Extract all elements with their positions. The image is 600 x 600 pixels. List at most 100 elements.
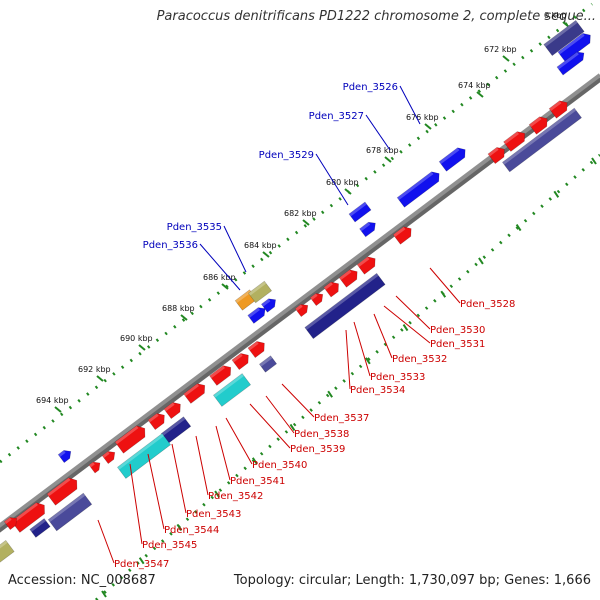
forward-cds-arrow-body[interactable] [183, 381, 209, 404]
gene-label[interactable]: Pden_3534 [350, 385, 405, 396]
forward-cds-arrow-body[interactable] [338, 267, 361, 288]
gene-label[interactable]: Pden_3538 [294, 429, 349, 440]
gene-label[interactable]: Pden_3545 [142, 540, 197, 551]
forward-cds-arrow-body[interactable] [309, 290, 326, 307]
blast-hit-block-body[interactable] [29, 518, 51, 538]
forward-cds-arrow-body[interactable] [528, 114, 551, 135]
forward-cds-arrow[interactable] [528, 114, 551, 135]
forward-cds-arrow[interactable] [183, 381, 209, 404]
forward-cds-arrow[interactable] [294, 301, 311, 318]
blast-hit-block[interactable] [304, 272, 386, 340]
forward-cds-arrow-body[interactable] [147, 410, 168, 431]
cyan-feature-block-body[interactable] [212, 373, 252, 407]
gene-label[interactable]: Pden_3526 [343, 82, 398, 93]
forward-cds-arrow-body[interactable] [231, 350, 252, 371]
forward-cds-arrow[interactable] [10, 500, 48, 533]
forward-cds-arrow[interactable] [163, 399, 184, 420]
olive-feature-block[interactable] [0, 539, 15, 565]
gene-label[interactable]: Pden_3528 [460, 299, 515, 310]
olive-feature-block[interactable] [247, 280, 273, 304]
gene-label[interactable]: Pden_3542 [208, 491, 263, 502]
olive-feature-block-body[interactable] [0, 539, 15, 565]
reverse-cds-arrow-body[interactable] [557, 30, 594, 63]
gene-label[interactable]: Pden_3530 [430, 325, 485, 336]
reverse-blast-block[interactable] [543, 19, 585, 57]
gene-label[interactable]: Pden_3532 [392, 354, 447, 365]
forward-cds-arrow-body[interactable] [392, 224, 415, 245]
reverse-cds-arrow-body[interactable] [247, 305, 268, 324]
blast-hit-block[interactable] [502, 107, 582, 173]
forward-cds-arrow[interactable] [487, 144, 508, 165]
forward-cds-arrow[interactable] [338, 267, 361, 288]
forward-cds-arrow[interactable] [88, 459, 103, 474]
gene-label[interactable]: Pden_3547 [114, 559, 169, 570]
forward-cds-arrow[interactable] [323, 279, 342, 298]
reverse-cds-arrow-body[interactable] [57, 447, 74, 464]
reverse-cds-arrow[interactable] [438, 145, 469, 172]
forward-cds-arrow[interactable] [247, 338, 268, 359]
forward-cds-arrow-body[interactable] [247, 338, 268, 359]
olive-feature-block-body[interactable] [247, 280, 273, 304]
blast-hit-block[interactable] [258, 355, 278, 373]
reverse-cds-arrow-body[interactable] [260, 296, 278, 313]
feature-layer[interactable] [0, 19, 594, 565]
reverse-cds-arrow-body[interactable] [556, 49, 587, 76]
blast-hit-block-body[interactable] [304, 272, 386, 340]
forward-cds-arrow-body[interactable] [294, 301, 311, 318]
forward-cds-arrow-body[interactable] [503, 129, 529, 152]
reverse-cds-arrow[interactable] [396, 169, 443, 208]
reverse-cds-arrow-body[interactable] [438, 145, 469, 172]
gene-label[interactable]: Pden_3529 [259, 150, 314, 161]
forward-cds-arrow-body[interactable] [46, 475, 81, 506]
forward-cds-arrow[interactable] [114, 423, 149, 454]
cyan-feature-block[interactable] [212, 373, 252, 407]
forward-cds-arrow[interactable] [3, 514, 20, 531]
gene-label[interactable]: Pden_3540 [252, 460, 307, 471]
forward-cds-arrow-body[interactable] [163, 399, 184, 420]
gene-label[interactable]: Pden_3531 [430, 339, 485, 350]
forward-cds-arrow[interactable] [209, 363, 235, 386]
forward-cds-arrow[interactable] [101, 448, 118, 465]
blast-hit-block-body[interactable] [258, 355, 278, 373]
gene-label[interactable]: Pden_3544 [164, 525, 219, 536]
forward-cds-arrow[interactable] [392, 224, 415, 245]
forward-cds-arrow-body[interactable] [356, 254, 379, 275]
forward-cds-arrow[interactable] [548, 98, 571, 119]
forward-cds-arrow[interactable] [356, 254, 379, 275]
reverse-cds-arrow-body[interactable] [348, 201, 372, 223]
reverse-cds-arrow-body[interactable] [359, 219, 379, 238]
gene-label[interactable]: Pden_3537 [314, 413, 369, 424]
forward-cds-arrow[interactable] [503, 129, 529, 152]
reverse-cds-arrow[interactable] [57, 447, 74, 464]
gene-label[interactable]: Pden_3541 [230, 476, 285, 487]
forward-cds-arrow-body[interactable] [548, 98, 571, 119]
forward-cds-arrow[interactable] [309, 290, 326, 307]
gene-label[interactable]: Pden_3527 [309, 111, 364, 122]
forward-cds-arrow-body[interactable] [114, 423, 149, 454]
gene-label[interactable]: Pden_3536 [143, 240, 198, 251]
reverse-cds-arrow[interactable] [260, 296, 278, 313]
reverse-cds-arrow[interactable] [348, 201, 372, 223]
reverse-cds-arrow[interactable] [556, 49, 587, 76]
gene-label[interactable]: Pden_3533 [370, 372, 425, 383]
reverse-cds-arrow[interactable] [557, 30, 594, 63]
forward-cds-arrow-body[interactable] [10, 500, 48, 533]
reverse-cds-arrow[interactable] [247, 305, 268, 324]
forward-cds-arrow-body[interactable] [3, 514, 20, 531]
reverse-cds-arrow[interactable] [359, 219, 379, 238]
forward-cds-arrow-body[interactable] [209, 363, 235, 386]
blast-hit-block-body[interactable] [47, 492, 93, 532]
forward-cds-arrow-body[interactable] [323, 279, 342, 298]
reverse-cds-arrow-body[interactable] [396, 169, 443, 208]
forward-cds-arrow-body[interactable] [101, 448, 118, 465]
forward-cds-arrow-body[interactable] [88, 459, 103, 474]
forward-cds-arrow[interactable] [46, 475, 81, 506]
gene-label[interactable]: Pden_3535 [167, 222, 222, 233]
blast-hit-block[interactable] [47, 492, 93, 532]
forward-cds-arrow[interactable] [231, 350, 252, 371]
reverse-blast-block-body[interactable] [543, 19, 585, 57]
gene-label[interactable]: Pden_3539 [290, 444, 345, 455]
gene-label[interactable]: Pden_3543 [186, 509, 241, 520]
forward-cds-arrow-body[interactable] [487, 144, 508, 165]
